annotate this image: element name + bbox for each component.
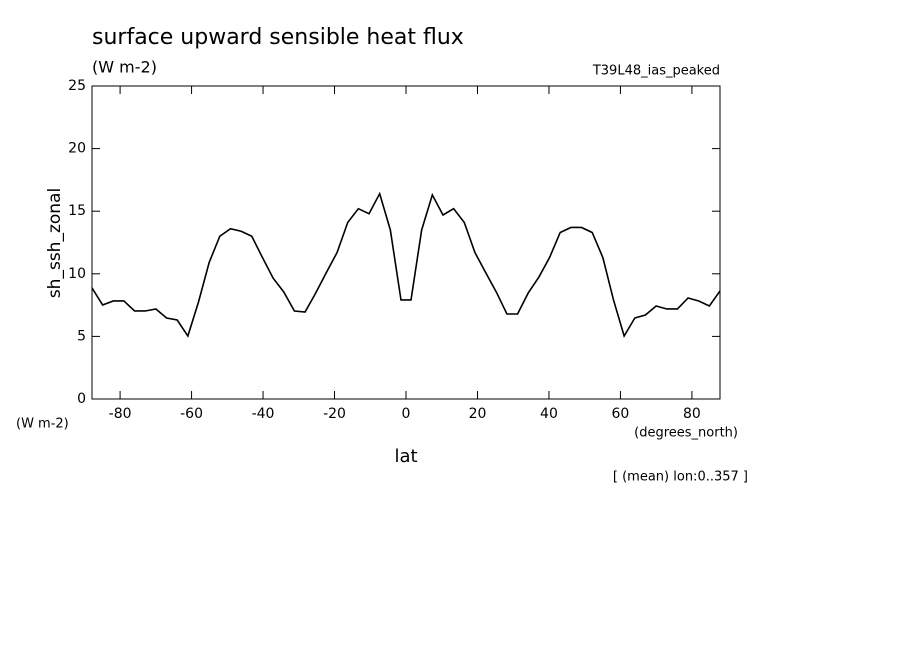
- y-tick-label: 25: [68, 78, 86, 94]
- note: [ (mean) lon:0..357 ]: [613, 470, 748, 485]
- chart-title: surface upward sensible heat flux: [92, 25, 464, 50]
- x-tick-label: -20: [323, 406, 346, 422]
- x-tick-label: 40: [540, 406, 558, 422]
- y-tick-label: 0: [77, 391, 86, 407]
- y-tick-label: 5: [77, 328, 86, 344]
- data-line: [91, 191, 721, 339]
- x-units: (degrees_north): [634, 426, 738, 441]
- y-tick-label: 15: [68, 203, 86, 219]
- x-tick-label: -40: [252, 406, 275, 422]
- plot-frame: [91, 85, 721, 400]
- x-tick-label: 0: [402, 406, 411, 422]
- y-units: (W m-2): [16, 417, 69, 432]
- x-tick-label: 20: [469, 406, 487, 422]
- x-tick-label: -80: [109, 406, 132, 422]
- y-axis-label: sh_ssh_zonal: [45, 188, 65, 298]
- y-tick-label: 20: [68, 141, 86, 157]
- x-axis-label: lat: [394, 446, 417, 467]
- y-tick-label: 10: [68, 266, 86, 282]
- x-tick-label: -60: [180, 406, 203, 422]
- subtitle: (W m-2): [92, 58, 157, 77]
- dataset-label: T39L48_ias_peaked: [592, 64, 720, 79]
- x-tick-label: 60: [612, 406, 630, 422]
- x-tick-label: 80: [683, 406, 701, 422]
